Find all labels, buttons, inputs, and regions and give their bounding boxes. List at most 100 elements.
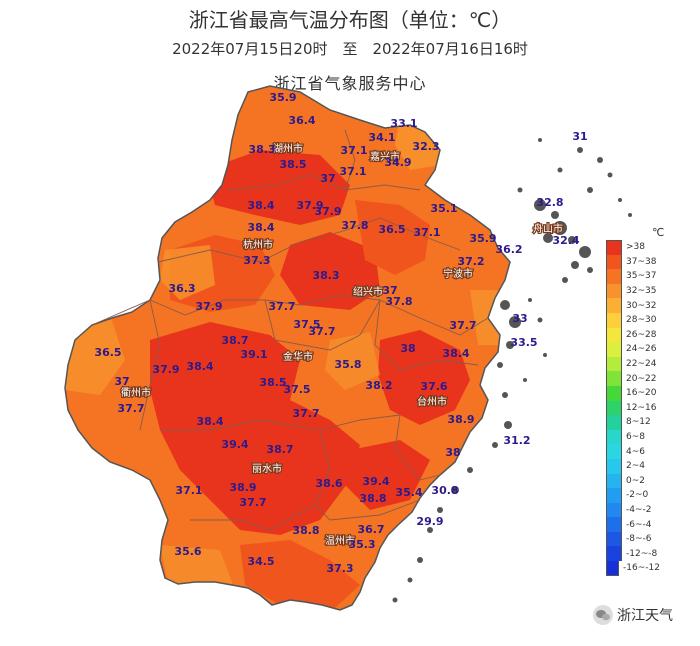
legend-item: 28~30	[606, 312, 660, 328]
legend-swatch	[606, 517, 622, 532]
station-value: 38.4	[442, 347, 469, 360]
svg-text:台州市: 台州市	[417, 395, 447, 408]
station-value: 37.5	[283, 383, 310, 396]
station-value: 30.8	[431, 484, 458, 497]
station-value: 38.3	[312, 269, 339, 282]
date-range: 2022年07月15日20时 至 2022年07月16日16时	[172, 40, 528, 58]
station-value: 36.4	[288, 114, 315, 127]
legend-item: 8~12	[606, 415, 660, 430]
station-value: 37.9	[195, 300, 222, 313]
station-value: 37.1	[413, 226, 440, 239]
legend: >38 37~38 35~37 32~35 30~32 28~30 26~28 24~26 22…	[606, 240, 660, 576]
city-boundaries	[91, 129, 489, 531]
station-value: 32.4	[552, 234, 579, 247]
station-value: 36.5	[378, 223, 405, 236]
station-values: 35.936.4 33.134.132.338.338.537.134.93737…	[94, 91, 587, 575]
legend-swatch	[606, 240, 622, 255]
station-value: 37.7	[117, 402, 144, 415]
svg-text:杭州市: 杭州市	[243, 238, 273, 251]
svg-text:绍兴市: 绍兴市	[353, 285, 383, 298]
svg-text:舟山市: 舟山市	[533, 222, 563, 235]
station-value: 37	[382, 284, 397, 297]
legend-swatch	[606, 531, 622, 547]
station-value: 38.7	[221, 334, 248, 347]
legend-swatch	[606, 415, 622, 430]
svg-text:宁波市: 宁波市	[443, 267, 473, 280]
station-value: 37.1	[340, 144, 367, 157]
station-value: 38.4	[247, 221, 274, 234]
islands	[392, 138, 632, 603]
city-label: 丽水市	[252, 462, 282, 475]
station-value: 38.4	[247, 199, 274, 212]
station-value: 34.9	[384, 156, 411, 169]
legend-item: 12~16	[606, 400, 660, 416]
legend-item: 37~38	[606, 254, 660, 270]
station-value: 36.5	[94, 346, 121, 359]
station-value: 38.6	[315, 477, 342, 490]
station-value: 35.1	[430, 202, 457, 215]
legend-label: 2~4	[626, 461, 645, 472]
legend-swatch	[606, 298, 622, 313]
legend-label: 24~26	[626, 344, 657, 355]
legend-swatch	[606, 385, 622, 401]
legend-swatch	[606, 371, 622, 386]
legend-label: 28~30	[626, 315, 657, 326]
legend-item: 16~20	[606, 385, 660, 401]
legend-label: 30~32	[626, 300, 657, 311]
station-value: 37.9	[296, 199, 323, 212]
station-value: 32.8	[536, 196, 563, 209]
legend-label: -6~-4	[626, 519, 652, 530]
legend-item: 4~6	[606, 444, 660, 459]
station-value: 36.7	[357, 523, 384, 536]
legend-swatch	[606, 429, 622, 445]
station-value: 36.2	[495, 243, 522, 256]
source-label: 浙江省气象服务中心	[273, 74, 427, 93]
station-value: 38.7	[266, 443, 293, 456]
legend-swatch	[606, 444, 622, 459]
city-label: 温州市	[325, 534, 355, 547]
legend-swatch	[606, 546, 622, 562]
legend-swatch	[606, 342, 622, 357]
station-value: 38.9	[229, 481, 256, 494]
legend-swatch	[606, 488, 622, 503]
city-label: 湖州市	[273, 142, 303, 155]
legend-label: -12~-8	[626, 548, 658, 559]
svg-text:湖州市: 湖州市	[273, 142, 303, 155]
station-value: 37.1	[175, 484, 202, 497]
station-value: 37.7	[449, 319, 476, 332]
legend-swatch	[606, 473, 622, 489]
legend-label: -16~-12	[623, 563, 660, 574]
city-label: 杭州市	[243, 238, 273, 251]
station-value: 38.8	[359, 492, 386, 505]
station-value: 35.9	[469, 232, 496, 245]
station-value: 35.3	[348, 538, 375, 551]
legend-item: 32~35	[606, 283, 660, 299]
legend-item: 26~28	[606, 327, 660, 343]
legend-label: 16~20	[626, 388, 657, 399]
station-value: 33.1	[390, 117, 417, 130]
station-value: 38.2	[365, 379, 392, 392]
legend-label: 12~16	[626, 402, 657, 413]
svg-text:丽水市: 丽水市	[252, 462, 282, 475]
station-value: 39.1	[240, 348, 267, 361]
station-value: 38.4	[186, 360, 213, 373]
city-label: 台州市	[417, 395, 447, 408]
station-value: 37.7	[292, 407, 319, 420]
station-value: 29.9	[416, 515, 443, 528]
legend-item: -12~-8	[606, 546, 660, 562]
station-value: 38	[400, 342, 415, 355]
map-title: 浙江省最高气温分布图（单位：℃）	[188, 8, 512, 32]
legend-swatch	[606, 502, 622, 518]
legend-label: 37~38	[626, 256, 657, 267]
station-value: 37.8	[385, 295, 412, 308]
legend-item: -16~-12	[606, 561, 660, 576]
watermark-text: 浙江天气	[617, 608, 673, 624]
watermark: 浙江天气	[592, 604, 673, 626]
legend-item: 35~37	[606, 269, 660, 284]
station-value: 38	[445, 446, 460, 459]
legend-item: >38	[606, 240, 660, 255]
station-value: 37	[320, 172, 335, 185]
station-value: 37.2	[457, 255, 484, 268]
legend-label: 20~22	[626, 373, 657, 384]
